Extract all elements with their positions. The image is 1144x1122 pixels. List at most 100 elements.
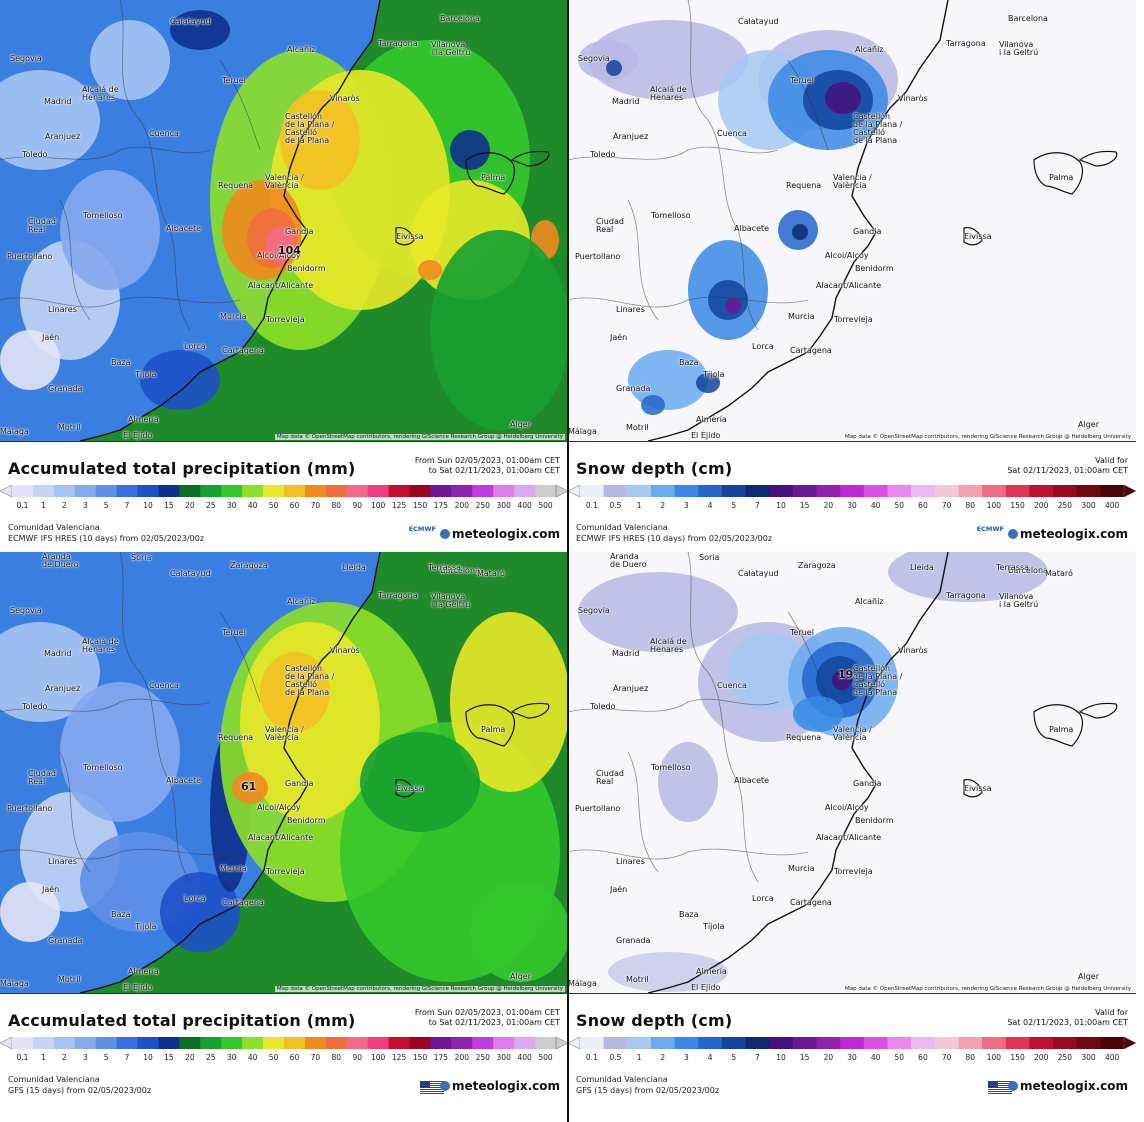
brand-logo[interactable]: meteologix.com (440, 527, 560, 541)
scale-tick-label: 0.5 (609, 1053, 622, 1062)
scale-tick-label: 175 (433, 501, 449, 510)
scale-swatch (493, 485, 515, 497)
city-label: Barcelona (440, 14, 480, 23)
scale-swatch (12, 485, 34, 497)
scale-tick-label: 60 (918, 1053, 928, 1062)
brand-name: meteologix.com (1020, 527, 1128, 541)
scale-swatch (934, 1037, 959, 1049)
scale-tick-label: 10 (143, 1053, 153, 1062)
scale-swatch (863, 1037, 888, 1049)
snow-area (606, 60, 622, 76)
city-label: Aranjuez (45, 684, 81, 693)
snow-area (608, 952, 728, 992)
scale-tick-label: 175 (433, 1053, 449, 1062)
scale-tick-label: 30 (847, 501, 857, 510)
scale-tick-label: 250 (1057, 501, 1073, 510)
scale-swatch (1029, 1037, 1054, 1049)
scale-swatch (74, 1037, 97, 1049)
province-borders (0, 0, 261, 331)
city-label: Linares (616, 305, 645, 314)
model-run: GFS (15 days) from 02/05/2023/00z (576, 1086, 720, 1095)
forecast-map[interactable]: Calatayud Barcelona Segovia Alcañiz Tarragon… (0, 0, 568, 442)
city-label: Palma (1049, 725, 1074, 734)
city-label: Zaragoza (230, 561, 268, 570)
coastline (647, 552, 949, 993)
scale-swatch (650, 1037, 676, 1049)
brand-logo[interactable]: meteologix.com (440, 1079, 560, 1093)
city-label: Madrid (612, 649, 640, 658)
scale-tick-label: 250 (475, 501, 490, 510)
brand-logo[interactable]: meteologix.com (1008, 527, 1128, 541)
scale-swatch (698, 1037, 723, 1049)
scale-swatch (304, 1037, 327, 1049)
scale-swatch (698, 485, 723, 497)
scale-tick-label: 300 (496, 501, 511, 510)
scale-tick-label: 125 (391, 501, 407, 510)
city-label: Lleida (910, 563, 934, 572)
city-label: Castellón de la Plana / Castelló de la P… (853, 664, 903, 697)
scale-swatch (650, 485, 676, 497)
scale-swatch (158, 1037, 180, 1049)
scale-tick-label: 30 (226, 1053, 237, 1062)
map-attribution: Map data © OpenStreetMap contributors, r… (843, 434, 1133, 440)
scale-swatch (792, 485, 818, 497)
precip-area (160, 872, 240, 952)
scale-swatch (221, 485, 243, 497)
scale-tick-label: 2 (61, 501, 67, 510)
city-label: Jaén (610, 333, 628, 342)
color-scale-bar (0, 484, 568, 498)
city-label: Alger (1078, 972, 1099, 981)
scale-tick-label: 20 (185, 1053, 195, 1062)
color-scale-bar (568, 1036, 1136, 1050)
snow-area (792, 224, 808, 240)
scale-swatch (95, 1037, 118, 1049)
city-label: Calatayud (738, 569, 779, 578)
scale-tick-label: 15 (164, 1053, 174, 1062)
scale-swatch (603, 485, 628, 497)
precip-area (60, 682, 180, 822)
brand-logo[interactable]: meteologix.com (1008, 1079, 1128, 1093)
city-label: El Ejido (123, 431, 153, 440)
scale-tick-label: 200 (1034, 501, 1049, 510)
scale-swatch (816, 485, 841, 497)
precip-area (450, 612, 568, 792)
scale-tick-label: 400 (1105, 1053, 1120, 1062)
scale-swatch (304, 485, 327, 497)
city-label: Torrevieja (266, 867, 305, 876)
city-label: Granada (48, 936, 83, 945)
city-label: Alcañiz (855, 45, 884, 54)
forecast-map[interactable]: Calatayud Barcelona Segovia Alcañiz Tarragon… (568, 552, 1136, 994)
city-label: Málaga (0, 427, 29, 436)
scale-swatch (200, 1037, 222, 1049)
island-outline (465, 704, 516, 747)
city-label: Eivissa (396, 232, 424, 241)
city-label: Linares (616, 857, 645, 866)
city-label: Torrevieja (834, 867, 873, 876)
city-label: Motril (626, 423, 649, 432)
precip-area (260, 652, 330, 732)
scale-swatch (840, 1037, 865, 1049)
scale-swatch (116, 485, 139, 497)
scale-swatch (284, 1037, 306, 1049)
scale-tick-label: 400 (517, 1053, 532, 1062)
scale-swatch (580, 1037, 605, 1049)
province-borders (568, 0, 829, 331)
island-outline (395, 227, 415, 246)
scale-swatch (1029, 485, 1054, 497)
city-label: Aranjuez (45, 132, 81, 141)
forecast-map[interactable]: Calatayud Barcelona Segovia Alcañiz Tarragon… (568, 0, 1136, 442)
scale-tick-label: 7 (124, 501, 130, 510)
scale-tick-label: 90 (352, 501, 362, 510)
scale-tick-label: 0.1 (16, 501, 29, 510)
scale-tick-label: 70 (310, 1053, 321, 1062)
city-label: Barcelona (1008, 14, 1048, 23)
snow-area (728, 632, 808, 712)
island-outline (1078, 702, 1118, 719)
scale-tick-label: 15 (164, 501, 174, 510)
map-attribution: Map data © OpenStreetMap contributors, r… (275, 434, 565, 440)
forecast-map[interactable]: Calatayud Barcelona Segovia Alcañiz Tarragon… (0, 552, 568, 994)
city-label: Cuenca (149, 129, 179, 138)
city-label: Alger (1078, 420, 1099, 429)
globe-icon (440, 1081, 451, 1091)
city-label: Lorca (752, 894, 774, 903)
